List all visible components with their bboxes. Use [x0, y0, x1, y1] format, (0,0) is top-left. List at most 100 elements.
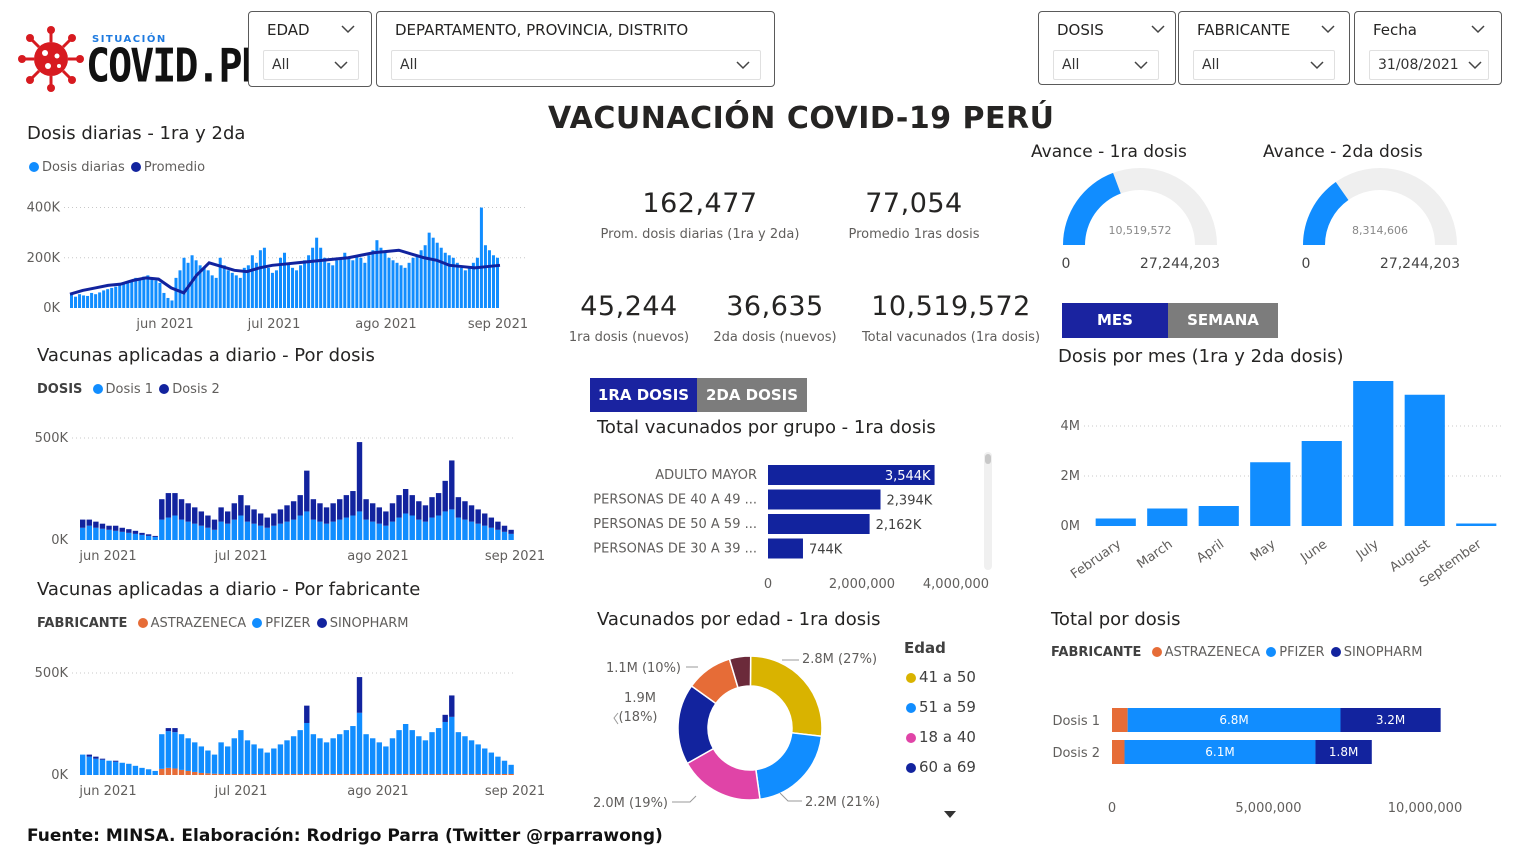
- bar: [471, 262, 475, 308]
- x-tick-label: sep 2021: [485, 784, 545, 799]
- filter-region-dropdown[interactable]: All: [391, 50, 761, 80]
- bar-segment: [86, 519, 92, 526]
- bar: [455, 262, 459, 308]
- x-tick-label: jun 2021: [78, 784, 136, 799]
- data-label: 6.8M: [1219, 713, 1248, 727]
- y-tick-label: 0K: [43, 301, 60, 316]
- filter-fecha[interactable]: Fecha 31/08/2021: [1354, 11, 1502, 85]
- bar: [1301, 441, 1342, 526]
- y-tick-label: 0K: [51, 768, 68, 783]
- bar-segment: [462, 519, 468, 540]
- bar-segment: [356, 511, 363, 540]
- filter-edad-dropdown[interactable]: All: [263, 50, 359, 80]
- filter-fecha-dropdown[interactable]: 31/08/2021: [1369, 50, 1489, 80]
- bar: [391, 260, 395, 308]
- bar: [387, 257, 391, 308]
- bar-segment: [488, 752, 495, 774]
- chevron-down-icon[interactable]: [1471, 24, 1485, 34]
- filter-edad[interactable]: EDAD All: [248, 11, 372, 87]
- filter-fabricante-dropdown[interactable]: All: [1193, 50, 1335, 80]
- bar: [230, 272, 234, 308]
- bar-segment: [145, 534, 152, 536]
- bar-segment: [317, 773, 323, 775]
- bar: [214, 277, 218, 308]
- bar-segment: [376, 507, 382, 524]
- bar: [375, 240, 379, 308]
- bar: [262, 247, 266, 308]
- bar-segment: [304, 705, 310, 723]
- bar: [379, 247, 383, 308]
- bar-segment: [416, 501, 422, 520]
- by-dose-chart: 0K 500K jun 2021 jul 2021 ago 2021 sep 2021: [35, 431, 545, 564]
- toggle-semana-button[interactable]: SEMANA: [1168, 303, 1278, 338]
- by-group-chart: ADULTO MAYOR 3,544K PERSONAS DE 40 A 49 ..…: [593, 452, 992, 592]
- daily-doses-chart: 0K 200K 400K jun 2021 jul 2021 ago 2021 sep 20…: [27, 201, 528, 332]
- bar-segment: [429, 517, 435, 540]
- bar-segment: [132, 765, 139, 775]
- by-month-chart-title: Dosis por mes (1ra y 2da dosis): [1058, 346, 1344, 367]
- bar-segment: [172, 515, 178, 540]
- bar-segment: [389, 503, 396, 522]
- bar-segment: [402, 773, 409, 775]
- by-maker-chart-title: Vacunas aplicadas a diario - Por fabrica…: [37, 579, 421, 600]
- toggle-1ra-dosis-button[interactable]: 1RA DOSIS: [590, 378, 697, 412]
- legend-item: ASTRAZENECA: [150, 616, 247, 631]
- bar-segment: [1315, 740, 1372, 764]
- bar-segment: [205, 527, 211, 540]
- bar-segment: [80, 527, 86, 540]
- bar-segment: [363, 773, 369, 775]
- bar: [415, 255, 419, 308]
- gauge-1-title: Avance - 1ra dosis: [1031, 142, 1187, 162]
- filter-dosis-dropdown[interactable]: All: [1053, 50, 1159, 80]
- filter-fabricante[interactable]: FABRICANTE All: [1178, 11, 1350, 85]
- bar-segment: [139, 767, 145, 775]
- bar-segment: [416, 773, 422, 775]
- data-label: 2,162K: [876, 518, 922, 533]
- legend-item: PFIZER: [265, 616, 311, 631]
- legend-scroll-down-icon[interactable]: [943, 810, 957, 820]
- bar-segment: [112, 530, 119, 540]
- bar-segment: [172, 493, 178, 516]
- x-tick-label: 10,000,000: [1388, 801, 1462, 816]
- bar-segment: [343, 730, 350, 774]
- legend-dot-pfizer: [1266, 647, 1277, 657]
- chevron-down-icon[interactable]: [1151, 24, 1165, 34]
- chevron-down-icon[interactable]: [341, 24, 355, 34]
- toggle-2da-dosis-button[interactable]: 2DA DOSIS: [697, 378, 807, 412]
- bar-segment: [310, 499, 317, 520]
- bar-segment: [402, 724, 409, 774]
- chevron-down-icon: [1310, 61, 1324, 70]
- bar: [94, 294, 98, 308]
- filter-region[interactable]: DEPARTAMENTO, PROVINCIA, DISTRITO All: [376, 11, 775, 87]
- scrollbar-track: [984, 452, 992, 570]
- bar-segment: [231, 503, 237, 520]
- bar: [451, 257, 455, 308]
- filter-dosis[interactable]: DOSIS All: [1038, 11, 1176, 85]
- kpi-value: 36,635: [726, 291, 824, 322]
- slice-label: (18%): [618, 710, 657, 725]
- bar-segment: [488, 517, 495, 528]
- x-tick-label: April: [1194, 537, 1227, 566]
- x-tick-label: 0: [764, 577, 772, 592]
- bar: [383, 252, 387, 308]
- bar: [90, 292, 94, 308]
- bar: [98, 292, 102, 308]
- bar-segment: [356, 677, 363, 713]
- data-label: 3,544K: [885, 469, 931, 484]
- chevron-down-icon[interactable]: [1321, 24, 1335, 34]
- legend-dot: [906, 703, 916, 713]
- toggle-mes-button[interactable]: MES: [1062, 303, 1168, 338]
- x-tick-label: ago 2021: [347, 784, 408, 799]
- bar-segment: [198, 772, 205, 775]
- bar-segment: [244, 773, 251, 775]
- bar-segment: [277, 744, 284, 774]
- legend-item-label: 18 a 40: [919, 728, 976, 746]
- bar-segment: [185, 503, 191, 522]
- bar-segment: [80, 519, 86, 528]
- bar: [467, 267, 471, 308]
- bar-segment: [495, 756, 501, 774]
- bar-segment: [304, 773, 310, 775]
- bar-segment: [389, 738, 396, 774]
- bar: [1456, 523, 1497, 526]
- bar-segment: [475, 744, 481, 774]
